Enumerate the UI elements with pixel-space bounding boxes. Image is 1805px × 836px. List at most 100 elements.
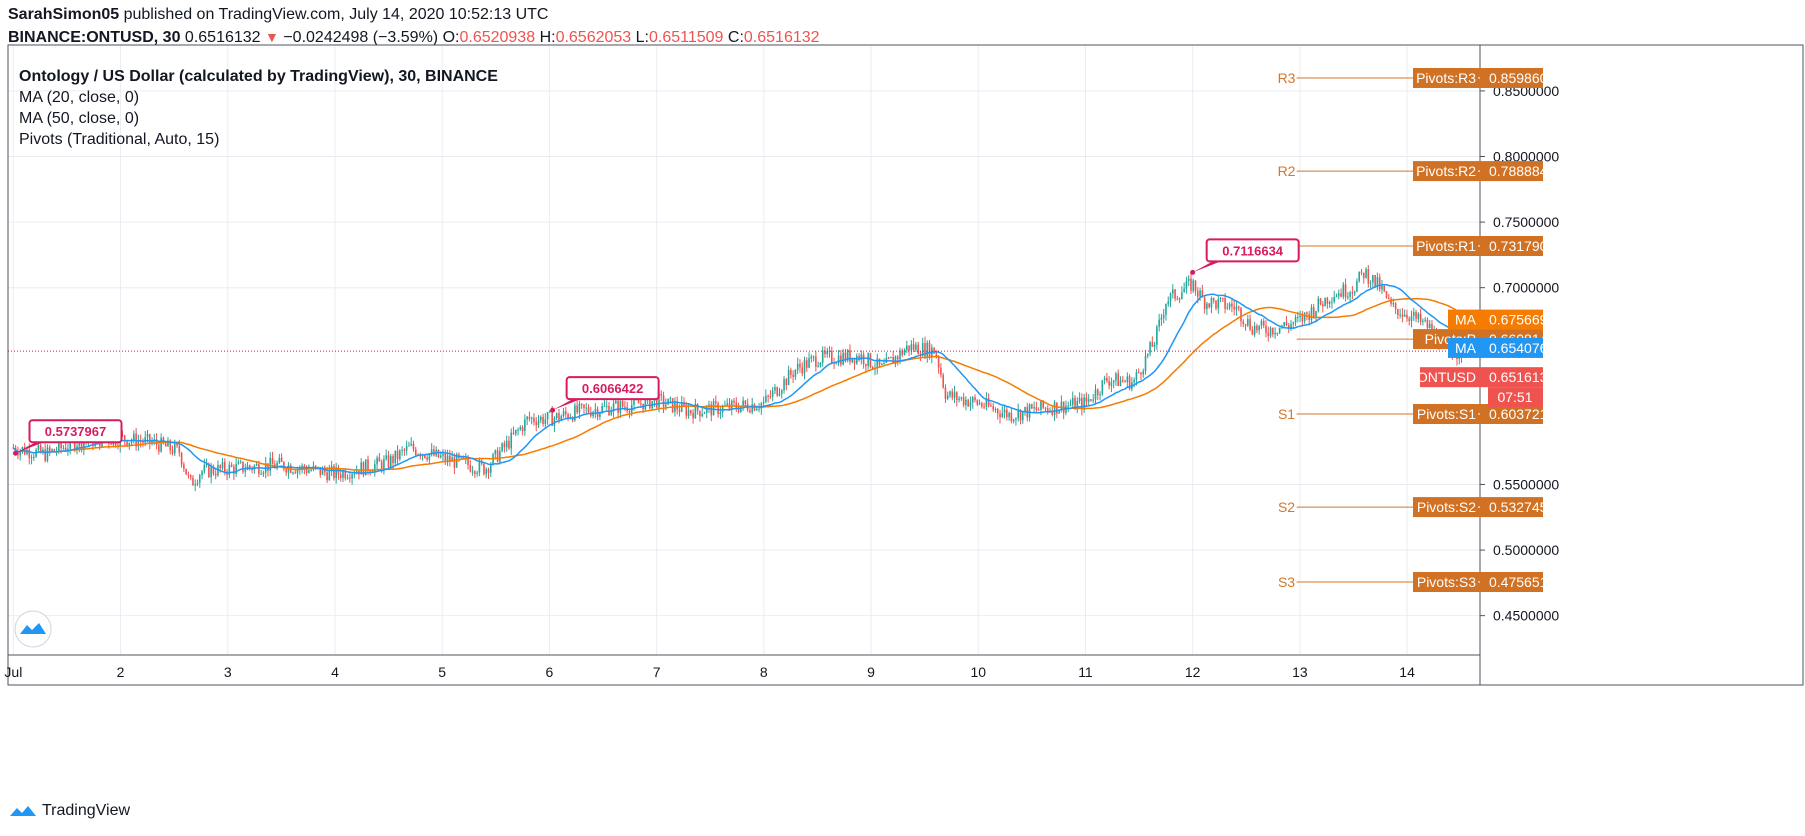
candle-up [353, 473, 356, 475]
legend-ma50[interactable]: MA (50, close, 0) [19, 110, 140, 127]
candle-down [339, 474, 342, 478]
pivot-line-label: S1 [1278, 406, 1295, 422]
candle-up [1283, 322, 1285, 327]
pivot-axis-name: Pivots:R3 [1416, 70, 1476, 86]
candle-up [1083, 397, 1085, 410]
pivot-line-label: R2 [1278, 163, 1296, 179]
candle-up [1185, 281, 1188, 289]
candle-down [1203, 297, 1206, 309]
axis-label-price: ONTUSD 0.6516132 [1417, 367, 1555, 388]
candle-down [790, 370, 792, 375]
candle-up [410, 443, 413, 446]
candle-up [780, 390, 783, 394]
candle-up [128, 442, 131, 446]
last-price: 0.6516132 [184, 29, 261, 46]
candle-down [660, 393, 663, 396]
down-arrow-icon: ▼ [265, 29, 279, 45]
candle-up [594, 409, 597, 412]
author-name[interactable]: SarahSimon05 [8, 6, 120, 23]
annotation-text: 0.6066422 [582, 381, 643, 396]
candle-up [803, 360, 806, 374]
candle-up [1149, 342, 1151, 354]
candle-up [796, 363, 799, 370]
candle-down [64, 447, 67, 451]
candle-up [1199, 290, 1201, 297]
tradingview-logo[interactable]: TradingView [8, 802, 130, 820]
candles [12, 265, 1467, 492]
candle-up [21, 447, 24, 451]
pivot-axis-name: Pivots:R1 [1416, 238, 1476, 254]
candle-down [1074, 397, 1076, 410]
candle-down [617, 400, 619, 413]
candle-up [906, 345, 908, 351]
candle-up [160, 437, 162, 452]
candle-down [853, 358, 856, 364]
symbol-label[interactable]: BINANCE:ONTUSD, 30 [8, 29, 181, 46]
high-label: H: [539, 29, 556, 46]
candle-up [1424, 319, 1426, 321]
candle-up [321, 468, 324, 475]
low-label: L: [635, 29, 649, 46]
candle-up [167, 440, 169, 447]
candle-up [1133, 379, 1135, 383]
candle-up [383, 459, 385, 470]
candle-up [1012, 419, 1015, 422]
candle-down [535, 422, 538, 426]
candle-down [933, 347, 935, 354]
x-tick-label: 3 [224, 664, 232, 680]
candle-up [837, 355, 840, 364]
y-tick-label: 0.8000000 [1493, 149, 1559, 165]
candle-down [187, 474, 190, 476]
candle-down [110, 443, 112, 445]
candle-up [876, 358, 879, 369]
candle-up [1146, 353, 1149, 356]
legend-ma20[interactable]: MA (20, close, 0) [19, 89, 140, 106]
candle-up [1165, 304, 1167, 315]
candle-up [364, 459, 367, 476]
publish-info: SarahSimon05 published on TradingView.co… [8, 6, 548, 24]
candle-down [1256, 325, 1258, 331]
candle-down [1137, 372, 1140, 374]
candle-down [285, 469, 287, 473]
x-tick-label: 2 [117, 664, 125, 680]
candle-up [578, 403, 581, 413]
candle-down [1287, 325, 1290, 328]
ohlc-bar: BINANCE:ONTUSD, 30 0.6516132 ▼ −0.024249… [8, 29, 820, 47]
candle-down [1010, 412, 1013, 422]
candle-down [444, 453, 447, 462]
y-tick-label: 0.7500000 [1493, 214, 1559, 230]
candle-down [1374, 275, 1376, 286]
candle-up [37, 445, 40, 450]
candle-down [749, 410, 751, 413]
annotation-pointer [1192, 261, 1221, 273]
candle-down [453, 457, 456, 468]
candle-down [367, 459, 369, 471]
candle-up [562, 411, 565, 417]
candle-up [778, 393, 781, 396]
candle-up [1324, 297, 1326, 307]
legend-pivots[interactable]: Pivots (Traditional, Auto, 15) [19, 131, 220, 148]
candle-up [1399, 314, 1401, 316]
annotation-dot [13, 450, 19, 456]
candle-down [1426, 319, 1429, 329]
candle-up [812, 356, 815, 358]
candle-down [60, 441, 62, 449]
candle-down [892, 357, 894, 364]
legend-title[interactable]: Ontology / US Dollar (calculated by Trad… [19, 68, 498, 85]
candle-down [426, 457, 428, 460]
candle-up [1226, 307, 1229, 309]
candle-up [1247, 319, 1249, 326]
candle-up [1369, 282, 1372, 284]
candle-down [1351, 292, 1354, 294]
candle-down [896, 356, 899, 360]
candle-down [73, 439, 76, 450]
candle-up [1417, 313, 1420, 319]
candle-down [1212, 298, 1215, 301]
candle-up [244, 469, 247, 472]
candle-down [219, 465, 222, 469]
candle-up [19, 450, 21, 456]
candle-down [792, 374, 794, 377]
candle-up [374, 464, 376, 473]
candle-down [671, 398, 674, 412]
